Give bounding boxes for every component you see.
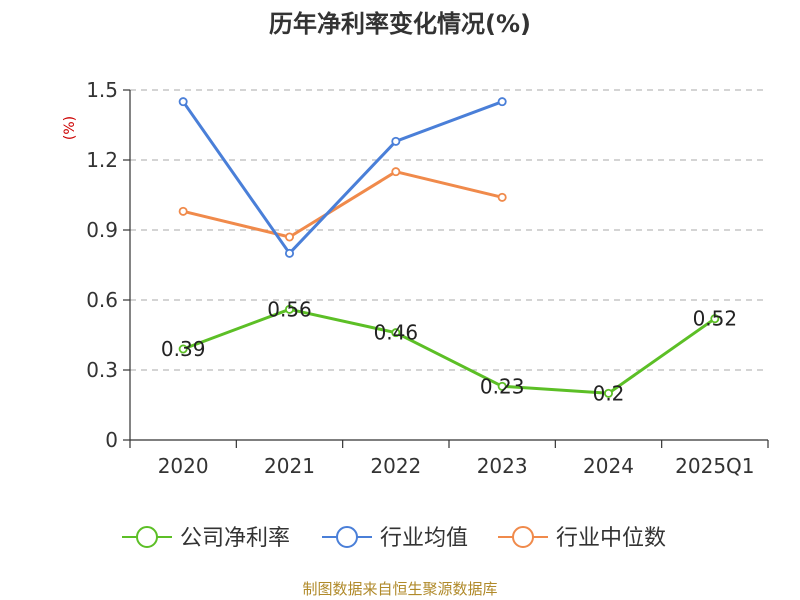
legend: 公司净利率 行业均值 行业中位数 bbox=[122, 526, 666, 551]
y-tick-label: 0 bbox=[105, 428, 118, 452]
series-line bbox=[182, 307, 716, 395]
data-point bbox=[497, 97, 507, 107]
data-point bbox=[604, 388, 614, 398]
data-label: 0.2 bbox=[593, 381, 625, 405]
data-source-note: 制图数据来自恒生聚源数据库 bbox=[302, 580, 497, 598]
data-point bbox=[391, 328, 401, 338]
legend-marker bbox=[336, 526, 358, 548]
series-line bbox=[181, 100, 503, 255]
y-tick-label: 1.5 bbox=[86, 78, 118, 102]
data-label: 0.39 bbox=[161, 337, 206, 361]
x-tick-label: 2022 bbox=[370, 454, 421, 478]
data-label: 0.23 bbox=[480, 374, 525, 398]
data-point bbox=[178, 97, 188, 107]
data-point bbox=[391, 167, 401, 177]
y-tick-label: 0.3 bbox=[86, 358, 118, 382]
legend-label: 公司净利率 bbox=[180, 526, 290, 551]
legend-marker bbox=[512, 526, 534, 548]
legend-label: 行业均值 bbox=[380, 526, 468, 551]
x-tick-label: 2024 bbox=[583, 454, 634, 478]
data-point bbox=[710, 314, 720, 324]
x-tick-label: 2025Q1 bbox=[675, 454, 754, 478]
y-tick-label: 0.6 bbox=[86, 288, 118, 312]
y-tick-label: 1.2 bbox=[86, 148, 118, 172]
data-point bbox=[284, 232, 294, 242]
grid-lines bbox=[130, 89, 768, 371]
x-tick-label: 2021 bbox=[264, 454, 315, 478]
data-label: 0.52 bbox=[693, 307, 738, 331]
series-line bbox=[182, 170, 503, 239]
data-point bbox=[178, 206, 188, 216]
data-label: 0.46 bbox=[374, 321, 419, 345]
series-layer: 0.39 0.56 0.46 0.23 0.2 0.52 bbox=[161, 97, 738, 405]
data-point bbox=[284, 304, 294, 314]
data-point bbox=[497, 192, 507, 202]
x-tick-label: 2023 bbox=[477, 454, 528, 478]
legend-marker bbox=[136, 526, 158, 548]
data-point bbox=[497, 381, 507, 391]
axes: 0 0.3 0.6 0.9 1.2 1.5 2020 2021 2022 2023 2024 2025… bbox=[86, 78, 769, 478]
data-label: 0.56 bbox=[267, 297, 312, 321]
x-tick-label: 2020 bbox=[158, 454, 209, 478]
chart-title: 历年净利率变化情况(%) bbox=[269, 10, 531, 38]
data-point bbox=[178, 344, 188, 354]
y-tick-label: 0.9 bbox=[86, 218, 118, 242]
data-point bbox=[391, 136, 401, 146]
y-axis-unit: (%) bbox=[62, 116, 78, 140]
data-point bbox=[284, 248, 294, 258]
legend-label: 行业中位数 bbox=[556, 526, 666, 551]
